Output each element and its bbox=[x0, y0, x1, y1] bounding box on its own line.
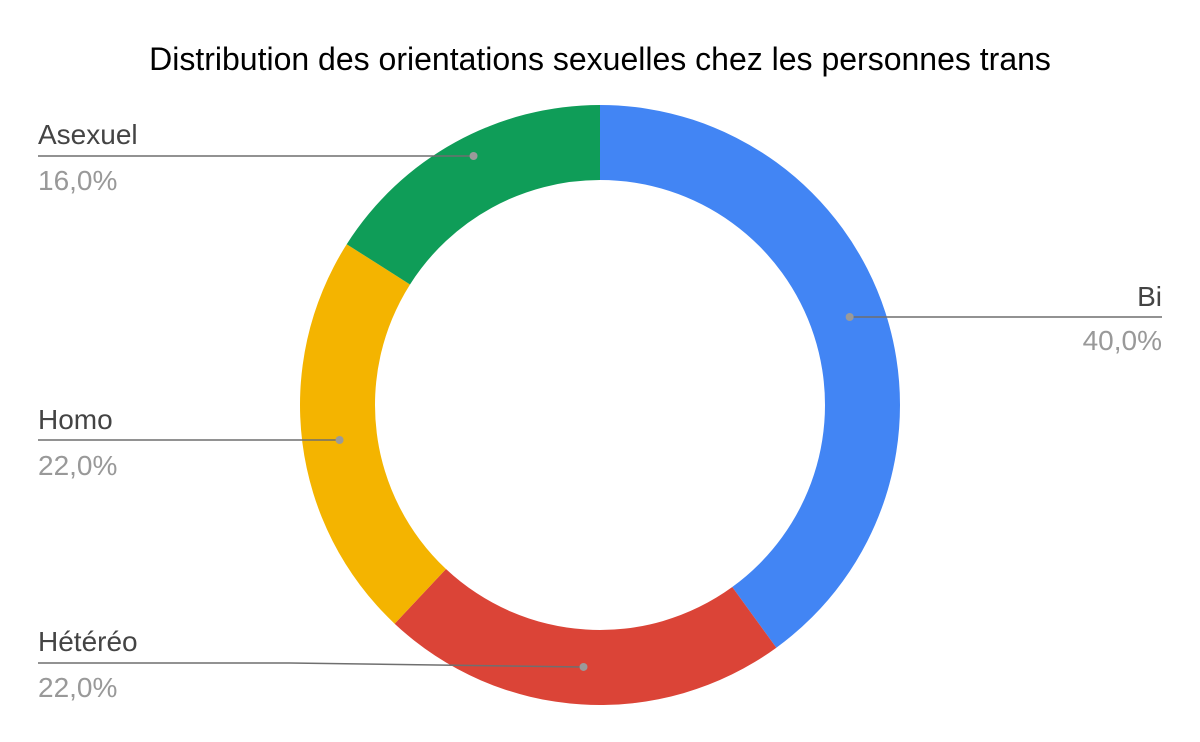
slice-value-hétéréo: 22,0% bbox=[38, 672, 117, 703]
leader-dot-bi bbox=[845, 313, 854, 321]
leader-dot-hétéréo bbox=[579, 662, 588, 671]
chart-title: Distribution des orientations sexuelles … bbox=[149, 41, 1051, 77]
slice-asexuel bbox=[346, 105, 600, 285]
slice-label-homo: Homo bbox=[38, 404, 113, 435]
slice-label-bi: Bi bbox=[1137, 281, 1162, 312]
slice-hétéréo bbox=[394, 569, 777, 705]
slice-label-hétéréo: Hétéréo bbox=[38, 626, 138, 657]
slice-value-bi: 40,0% bbox=[1083, 325, 1162, 356]
slice-value-asexuel: 16,0% bbox=[38, 165, 117, 196]
leader-line-hétéréo bbox=[38, 662, 584, 668]
slice-labels: Bi 40,0% Hétéréo 22,0% Homo 22,0% Asexuel 16,0% bbox=[38, 119, 1162, 703]
slice-homo bbox=[300, 244, 446, 624]
donut-slices bbox=[300, 105, 901, 705]
leader-dot-asexuel bbox=[469, 152, 478, 160]
leader-dot-homo bbox=[335, 436, 344, 444]
slice-label-asexuel: Asexuel bbox=[38, 119, 138, 150]
slice-bi bbox=[600, 105, 901, 648]
slice-value-homo: 22,0% bbox=[38, 450, 117, 481]
